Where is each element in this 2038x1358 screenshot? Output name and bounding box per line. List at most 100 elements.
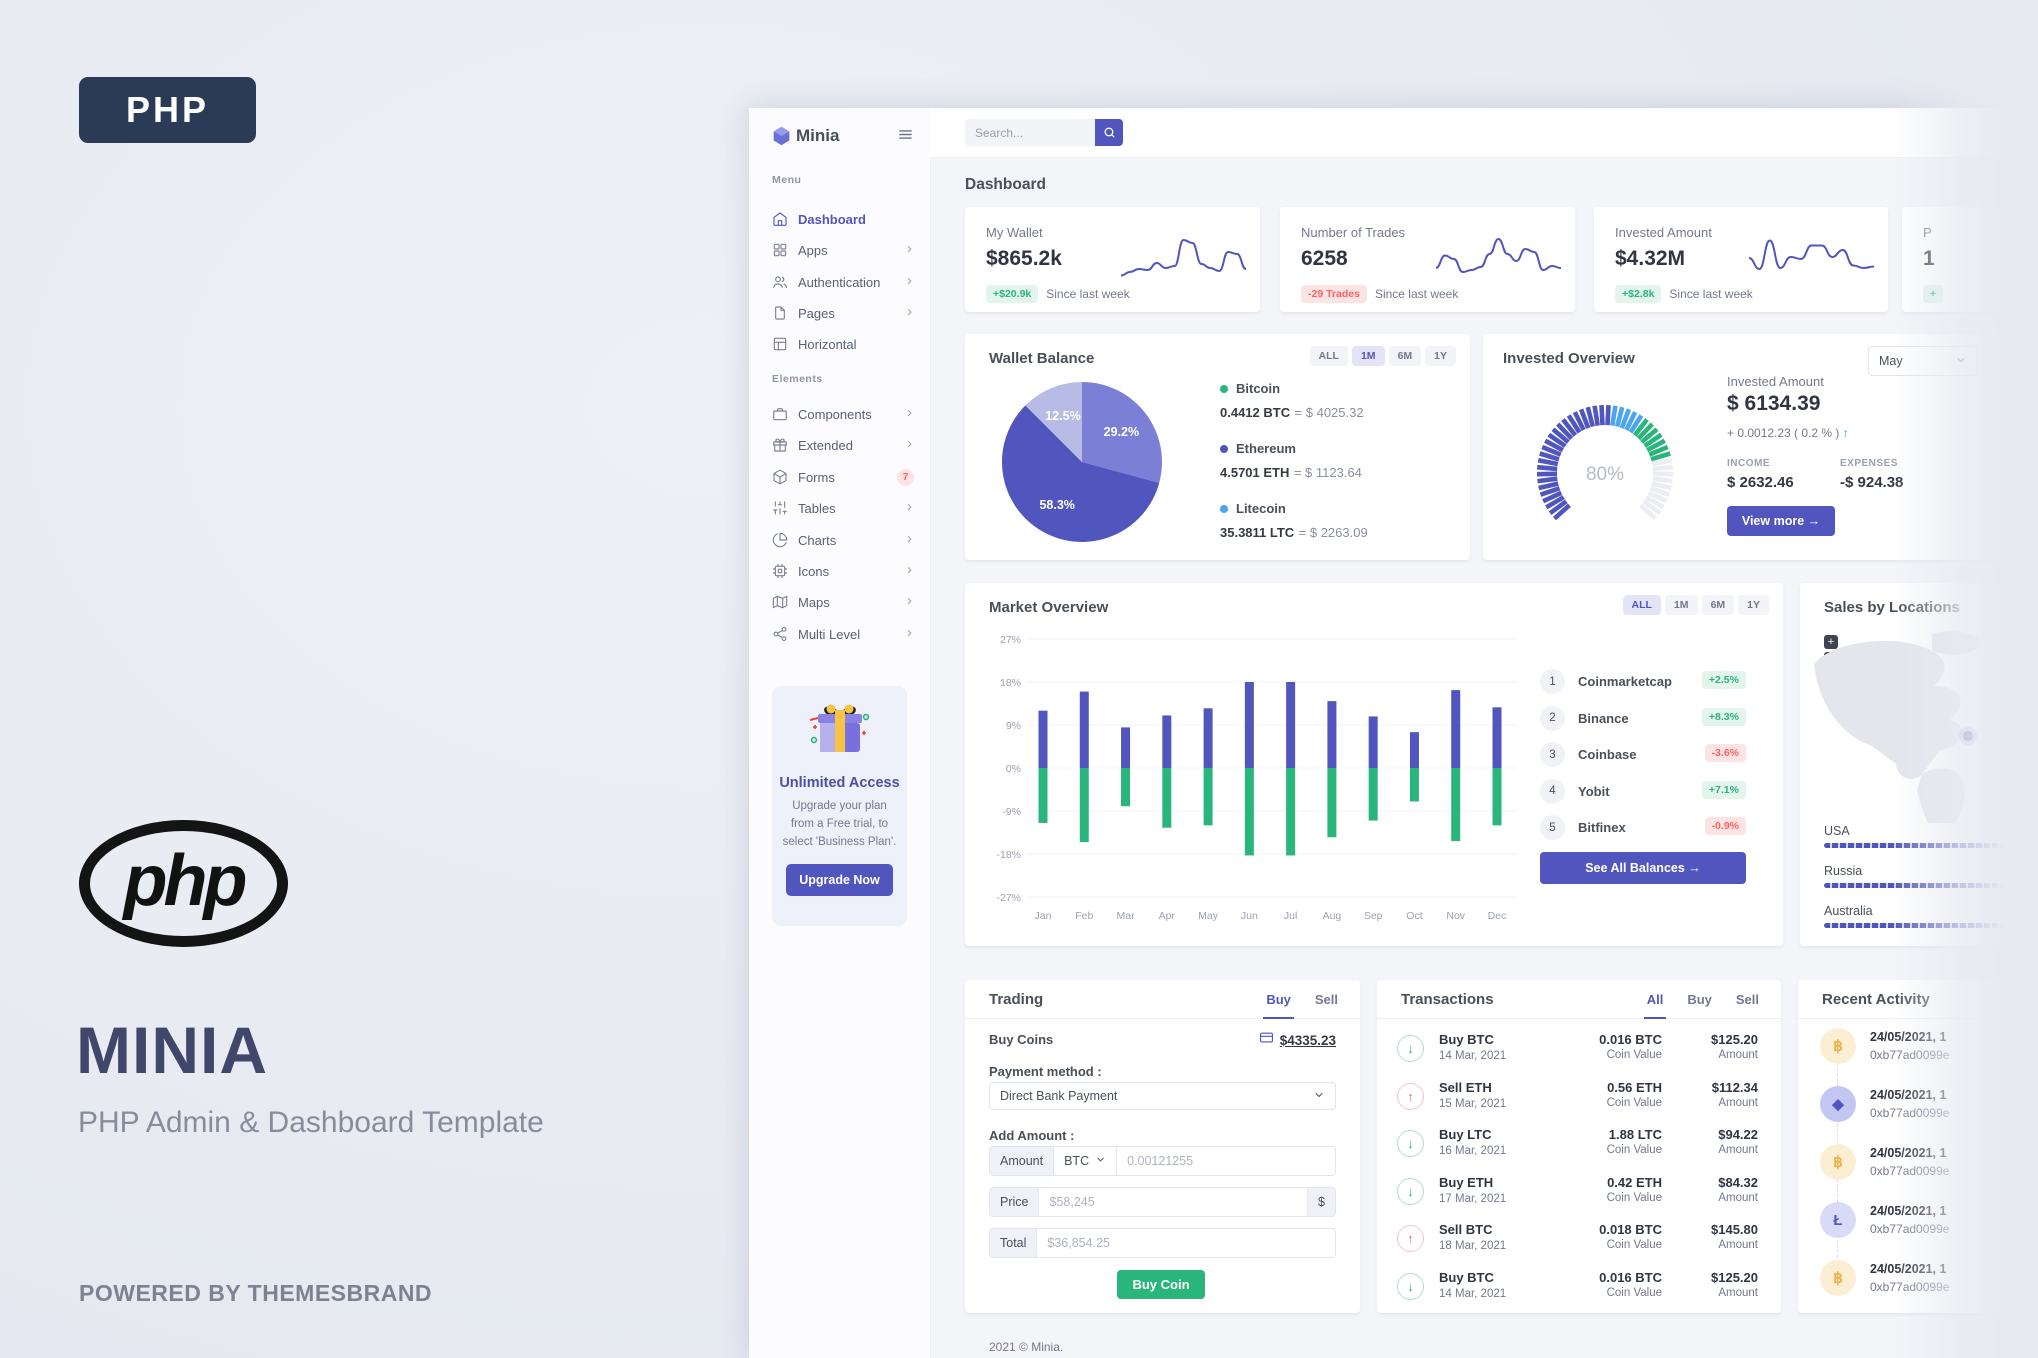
view-more-button[interactable]: View more →: [1727, 506, 1835, 536]
currency-dropdown[interactable]: BTC: [1054, 1147, 1118, 1175]
legend-coin-name: Bitcoin: [1236, 381, 1281, 396]
stat-card-value: $865.2k: [986, 247, 1062, 270]
exchange-row-bitfinex[interactable]: 5 Bitfinex -0.9%: [1540, 815, 1746, 841]
wallet-tab-1m[interactable]: 1M: [1351, 346, 1385, 366]
wallet-balance-title: Wallet Balance: [989, 350, 1095, 367]
transaction-row[interactable]: ↑ Sell ETH 15 Mar, 2021 0.56 ETH Coin Value $…: [1377, 1078, 1781, 1125]
sidebar-item-authentication[interactable]: Authentication ›: [749, 268, 930, 296]
transaction-row[interactable]: ↓ Buy BTC 14 Mar, 2021 0.016 BTC Coin Value $…: [1377, 1030, 1781, 1077]
hamburger-menu-icon[interactable]: [897, 126, 914, 148]
transaction-coin-value: 0.018 BTC: [1599, 1222, 1662, 1237]
exchange-change-badge: +8.3%: [1701, 707, 1746, 726]
sidebar-item-dashboard[interactable]: Dashboard: [749, 205, 930, 233]
search-input[interactable]: [965, 119, 1095, 146]
sidebar-item-charts[interactable]: Charts ›: [749, 526, 930, 554]
trading-tab-sell[interactable]: Sell: [1314, 992, 1338, 1007]
price-addon: Price: [990, 1188, 1040, 1216]
market-tab-all[interactable]: ALL: [1622, 595, 1661, 615]
total-input[interactable]: [1037, 1229, 1335, 1257]
exchange-rank: 1: [1540, 669, 1565, 694]
transaction-row[interactable]: ↓ Buy ETH 17 Mar, 2021 0.42 ETH Coin Value $8…: [1377, 1173, 1781, 1220]
sidebar-item-horizontal[interactable]: Horizontal: [749, 330, 930, 358]
exchange-row-coinmarketcap[interactable]: 1 Coinmarketcap +2.5%: [1540, 669, 1746, 695]
transaction-title: Sell BTC: [1439, 1222, 1493, 1237]
trading-tab-buy[interactable]: Buy: [1266, 992, 1291, 1007]
sidebar-item-label: Charts: [798, 533, 837, 548]
transaction-amount-label: Amount: [1718, 1049, 1758, 1061]
transaction-row[interactable]: ↓ Buy BTC 14 Mar, 2021 0.016 BTC Coin Value $…: [1377, 1268, 1781, 1314]
price-input[interactable]: [1039, 1188, 1308, 1216]
transaction-date: 15 Mar, 2021: [1439, 1097, 1507, 1110]
chevron-right-icon: ›: [907, 404, 912, 421]
legend-item-ethereum: Ethereum 4.5701 ETH = $ 1123.64: [1220, 440, 1362, 482]
svg-text:-9%: -9%: [1002, 806, 1021, 818]
amount-input-group: Amount BTC: [989, 1146, 1336, 1176]
stat-card-badge: +$2.8k: [1615, 285, 1662, 303]
exchange-name: Coinmarketcap: [1578, 674, 1672, 689]
exchange-row-binance[interactable]: 2 Binance +8.3%: [1540, 705, 1746, 732]
exchange-row-coinbase[interactable]: 3 Coinbase -3.6%: [1540, 742, 1746, 768]
sidebar-item-tables[interactable]: Tables ›: [749, 494, 930, 522]
sidebar-item-label: Dashboard: [798, 212, 866, 227]
topbar: [930, 108, 2038, 158]
sidebar-item-pages[interactable]: Pages ›: [749, 299, 930, 327]
invested-gauge-chart: 80%: [1536, 404, 1674, 521]
sidebar-item-icons[interactable]: Icons ›: [749, 557, 930, 585]
file-icon: [775, 306, 785, 320]
stat-card-caption: Since last week: [1669, 287, 1753, 301]
view-more-label: View more: [1741, 514, 1805, 528]
wallet-tab-all[interactable]: ALL: [1309, 346, 1348, 366]
wallet-tab-6m[interactable]: 6M: [1388, 346, 1422, 366]
stat-card-3: Invested Amount $4.32M +$2.8k Since last we…: [1594, 207, 1888, 312]
brand-hexagon-icon: [773, 126, 790, 146]
chevron-right-icon: ›: [907, 272, 912, 289]
transactions-tab-buy[interactable]: Buy: [1687, 992, 1712, 1007]
sidebar-item-apps[interactable]: Apps ›: [749, 236, 930, 264]
chevron-right-icon: ›: [907, 530, 912, 547]
search-group: [965, 119, 1123, 146]
transaction-coin-value: 0.56 ETH: [1607, 1079, 1662, 1095]
transactions-tab-sell[interactable]: Sell: [1735, 992, 1759, 1007]
see-all-balances-button[interactable]: See All Balances →: [1540, 852, 1746, 884]
transaction-amount-label: Amount: [1718, 1144, 1758, 1156]
market-tab-1y[interactable]: 1Y: [1738, 595, 1769, 615]
exchange-name: Yobit: [1578, 783, 1610, 799]
expenses-value: -$ 924.38: [1840, 474, 1904, 491]
transaction-row[interactable]: ↓ Buy LTC 16 Mar, 2021 1.88 LTC Coin Value $9…: [1377, 1125, 1781, 1172]
balance-link[interactable]: $4335.23: [1279, 1032, 1336, 1048]
svg-text:9%: 9%: [1006, 720, 1021, 732]
upgrade-text: Upgrade your plan from a Free trial, to …: [782, 800, 897, 848]
month-select[interactable]: May: [1868, 346, 1978, 376]
arrow-up-circle-icon: ↑: [1397, 1225, 1424, 1252]
search-button[interactable]: [1095, 119, 1123, 146]
transactions-tab-all[interactable]: All: [1646, 992, 1664, 1007]
wallet-tab-1y[interactable]: 1Y: [1425, 346, 1456, 366]
arrow-down-circle-icon: ↓: [1397, 1272, 1424, 1300]
activity-date: 24/05/2021, 1: [1870, 1262, 1947, 1276]
exchange-row-yobit[interactable]: 4 Yobit +7.1%: [1540, 778, 1746, 805]
market-tab-1m[interactable]: 1M: [1664, 595, 1698, 615]
sidebar-item-extended[interactable]: Extended ›: [749, 431, 930, 459]
exchange-name: Binance: [1578, 710, 1629, 726]
sidebar-item-multi-level[interactable]: Multi Level ›: [749, 620, 930, 648]
sparkline-chart: [1121, 238, 1246, 277]
dashboard-screenshot: Minia Menu Dashboard Apps › Authentication › P…: [749, 108, 2038, 1358]
sidebar-item-components[interactable]: Components ›: [749, 400, 930, 428]
map-zoom-in-button[interactable]: +: [1824, 635, 1838, 649]
sidebar-item-forms[interactable]: Forms 7: [749, 463, 930, 491]
transaction-row[interactable]: ↑ Sell BTC 18 Mar, 2021 0.018 BTC Coin Value…: [1377, 1220, 1781, 1267]
svg-text:Oct: Oct: [1406, 910, 1422, 922]
amount-input[interactable]: [1117, 1147, 1335, 1175]
transaction-amount-label: Amount: [1718, 1286, 1758, 1299]
transaction-coin-value: 0.016 BTC: [1599, 1269, 1662, 1285]
wallet-balance-panel: Wallet Balance ALL 1M 6M 1Y 29.2% 58.3% 12.5%…: [965, 334, 1470, 560]
home-icon: [773, 212, 787, 226]
payment-method-select[interactable]: Direct Bank Payment: [989, 1082, 1336, 1110]
legend-dot: [1220, 445, 1228, 453]
transaction-coin-label: Coin Value: [1606, 1049, 1662, 1061]
market-tab-6m[interactable]: 6M: [1701, 595, 1735, 615]
sidebar-item-maps[interactable]: Maps ›: [749, 588, 930, 616]
buy-coin-button[interactable]: Buy Coin: [1117, 1270, 1205, 1299]
transaction-coin-label: Coin Value: [1606, 1191, 1662, 1204]
upgrade-now-button[interactable]: Upgrade Now: [786, 864, 893, 897]
